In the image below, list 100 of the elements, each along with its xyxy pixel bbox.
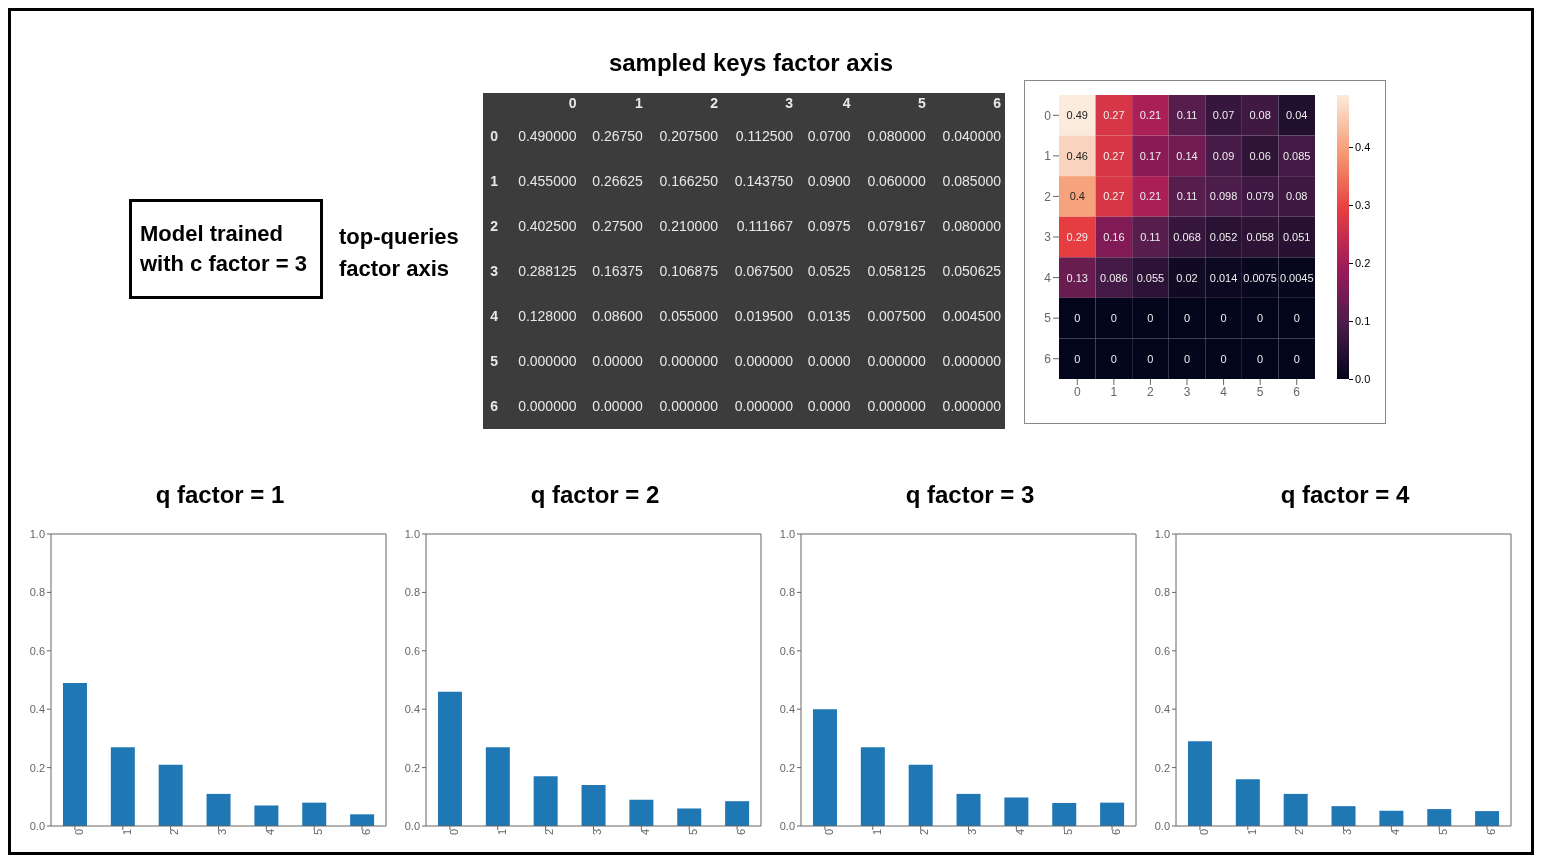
data-label: 0.050625	[941, 262, 1002, 281]
x-tick-label: 1	[634, 94, 644, 113]
data-label: 0.128000	[517, 307, 578, 327]
data-label: 0.019500	[733, 307, 795, 327]
bar	[725, 801, 750, 826]
bar	[1427, 809, 1452, 826]
data-label: 0.00000	[591, 397, 644, 417]
y-tick-label: 0.2	[1154, 761, 1170, 774]
data-label: 0.079167	[866, 216, 927, 236]
data-label: 0.26750	[591, 126, 644, 146]
x-tick-label: 5	[917, 94, 927, 113]
y-tick-label: 0.8	[779, 586, 795, 599]
x-tick-label: 4	[1220, 384, 1228, 399]
x-tick-label: 5	[1062, 828, 1075, 836]
data-label: 0.13	[1066, 271, 1088, 284]
x-tick-label: 5	[312, 828, 325, 836]
y-tick-label: 0.6	[779, 644, 795, 657]
data-label: 0	[1293, 352, 1300, 365]
data-label: 0	[1257, 352, 1264, 365]
bar	[812, 709, 837, 826]
y-tick-label: 1.0	[29, 527, 45, 540]
y-tick-label: 0.4	[779, 703, 795, 716]
data-label: 0.112500	[734, 126, 795, 146]
data-label: 0.085000	[941, 171, 1002, 191]
y-tick-label: 0	[1044, 108, 1052, 123]
data-label: 0.058	[1246, 231, 1274, 243]
data-label: 0.0075	[1243, 271, 1277, 284]
x-tick-label: 4	[264, 828, 277, 836]
y-tick-label: 2	[489, 216, 500, 236]
bar	[62, 682, 87, 826]
x-tick-label: 2	[918, 828, 931, 836]
bar	[1283, 793, 1308, 826]
data-label: 0.46	[1066, 149, 1088, 162]
data-label: 0.02	[1176, 271, 1198, 284]
data-label: 0.004500	[941, 307, 1002, 327]
data-label: 0.27	[1103, 109, 1125, 122]
data-label: 0.11	[1176, 109, 1198, 122]
y-tick-label: 0.0	[779, 819, 795, 832]
y-tick-label: 0.2	[29, 761, 45, 774]
x-tick-label: 5	[1256, 384, 1264, 399]
color-bar-label: 0.1	[1355, 314, 1371, 329]
bar	[629, 799, 654, 826]
x-tick-label: 0	[72, 828, 85, 836]
y-tick-label: 5	[489, 352, 500, 372]
x-tick-label: 4	[639, 828, 652, 836]
y-tick-label: 1	[1044, 149, 1052, 164]
data-label: 0.000000	[866, 397, 927, 417]
data-label: 0.055000	[658, 307, 719, 327]
y-tick-label: 4	[1044, 270, 1052, 285]
data-label: 0.08	[1286, 190, 1308, 203]
data-label: 0.143750	[733, 171, 795, 191]
data-label: 0.000000	[866, 352, 927, 372]
bar	[254, 805, 279, 826]
y-tick-label: 1.0	[404, 527, 420, 540]
x-tick-label: 4	[1389, 828, 1402, 836]
chart-title: q factor = 1	[154, 481, 286, 510]
data-label: 0.29	[1066, 231, 1088, 243]
data-label: 0.0045	[1279, 271, 1314, 284]
bar	[1331, 806, 1356, 826]
data-label: 0.402500	[517, 216, 578, 236]
y-tick-label: 0.6	[404, 644, 420, 657]
bar	[1187, 741, 1212, 826]
x-tick-label: 6	[992, 94, 1002, 113]
y-tick-label: 0	[489, 126, 500, 146]
bar	[302, 802, 327, 826]
data-label: 0.0700	[806, 126, 852, 146]
data-label: 0.11	[1140, 231, 1161, 243]
data-label: 0.14	[1176, 149, 1198, 162]
x-tick-label: 4	[1014, 828, 1027, 836]
x-tick-label: 3	[1341, 828, 1354, 836]
data-label: 0.055	[1136, 271, 1165, 284]
bar	[206, 793, 231, 826]
data-label: 0.26625	[591, 171, 644, 191]
data-label: 0.08600	[591, 307, 644, 327]
data-label: 0.086	[1100, 271, 1128, 284]
data-label: 0	[1074, 352, 1081, 365]
y-tick-label: 4	[489, 307, 500, 327]
data-label: 0.0525	[806, 262, 852, 281]
y-tick-label: 0.0	[1154, 819, 1170, 832]
bar	[1100, 802, 1125, 826]
data-label: 0.080000	[941, 216, 1002, 236]
data-label: 0.060000	[866, 171, 927, 191]
bar	[1235, 779, 1260, 826]
x-tick-label: 4	[841, 94, 852, 113]
data-label: 0.000000	[658, 397, 719, 417]
y-tick-label: 0.0	[404, 819, 420, 832]
chart-title: sampled keys factor axis	[607, 49, 895, 77]
text: Model trained with c factor = 3	[129, 199, 323, 299]
bar	[1052, 802, 1077, 826]
bar	[485, 747, 510, 826]
y-tick-label: 6	[489, 397, 500, 417]
data-label: 0.27500	[591, 216, 644, 236]
data-label: 0.0000	[806, 352, 852, 372]
color-bar-label: 0.0	[1355, 372, 1371, 386]
data-label: 0	[1183, 312, 1191, 325]
x-tick-label: 1	[1110, 384, 1118, 399]
data-label: 0.16375	[591, 262, 644, 281]
data-label: 0	[1110, 352, 1117, 365]
x-tick-label: 3	[216, 828, 229, 836]
bar	[110, 747, 135, 826]
